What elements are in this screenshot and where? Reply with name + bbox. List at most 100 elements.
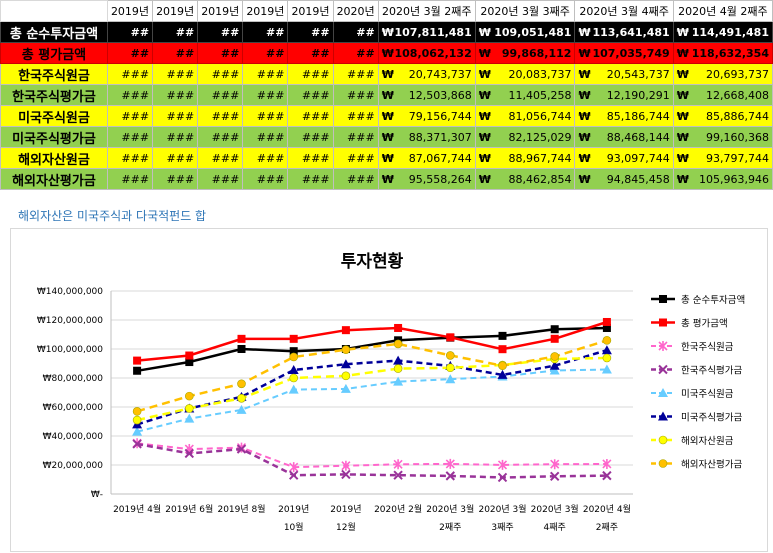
overflow-cell[interactable]: ### — [332, 63, 379, 85]
overflow-cell[interactable]: ### — [332, 84, 379, 106]
value-cell[interactable]: ₩118,632,354 — [672, 42, 773, 64]
overflow-cell[interactable]: ### — [197, 84, 244, 106]
value-cell[interactable]: ₩81,056,744 — [474, 105, 576, 127]
value-cell[interactable]: ₩108,062,132 — [377, 42, 476, 64]
overflow-cell[interactable]: ### — [287, 147, 334, 169]
header-cell[interactable]: 2020년 3월 4째주 — [574, 0, 674, 22]
row-label[interactable]: 미국주식평가금 — [0, 126, 108, 148]
header-cell[interactable]: 2019년 — [197, 0, 244, 22]
overflow-cell[interactable]: ### — [106, 63, 154, 85]
value-cell[interactable]: ₩85,186,744 — [574, 105, 674, 127]
header-cell[interactable]: 2019년 — [287, 0, 334, 22]
overflow-cell[interactable]: ### — [287, 84, 334, 106]
overflow-cell[interactable]: ### — [197, 63, 244, 85]
value-cell[interactable]: ₩12,190,291 — [574, 84, 674, 106]
overflow-cell[interactable]: ## — [332, 21, 379, 43]
header-cell[interactable]: 2019년 — [106, 0, 154, 22]
overflow-cell[interactable]: ### — [152, 105, 199, 127]
value-cell[interactable]: ₩85,886,744 — [672, 105, 773, 127]
row-label[interactable]: 총 평가금액 — [0, 42, 108, 64]
overflow-cell[interactable]: ## — [152, 42, 199, 64]
value-cell[interactable]: ₩12,668,408 — [672, 84, 773, 106]
overflow-cell[interactable]: ## — [242, 21, 289, 43]
overflow-cell[interactable]: ### — [242, 84, 289, 106]
overflow-cell[interactable]: ### — [106, 168, 154, 190]
value-cell[interactable]: ₩82,125,029 — [474, 126, 576, 148]
value-cell[interactable]: ₩93,797,744 — [672, 147, 773, 169]
overflow-cell[interactable]: ### — [242, 105, 289, 127]
overflow-cell[interactable]: ### — [242, 126, 289, 148]
value-cell[interactable]: ₩20,083,737 — [474, 63, 576, 85]
value-cell[interactable]: ₩88,462,854 — [474, 168, 576, 190]
header-cell[interactable]: 2019년 — [152, 0, 199, 22]
value-cell[interactable]: ₩88,371,307 — [377, 126, 476, 148]
overflow-cell[interactable]: ## — [106, 42, 154, 64]
overflow-cell[interactable]: ## — [287, 21, 334, 43]
overflow-cell[interactable]: ### — [152, 126, 199, 148]
row-label[interactable]: 한국주식평가금 — [0, 84, 108, 106]
overflow-cell[interactable]: ### — [152, 63, 199, 85]
value-cell[interactable]: ₩87,067,744 — [377, 147, 476, 169]
overflow-cell[interactable]: ### — [287, 63, 334, 85]
row-label[interactable]: 미국주식원금 — [0, 105, 108, 127]
value-cell[interactable]: ₩105,963,946 — [672, 168, 773, 190]
overflow-cell[interactable]: ### — [152, 168, 199, 190]
overflow-cell[interactable]: ### — [197, 147, 244, 169]
overflow-cell[interactable]: ### — [152, 147, 199, 169]
value-cell[interactable]: ₩95,558,264 — [377, 168, 476, 190]
value-cell[interactable]: ₩20,693,737 — [672, 63, 773, 85]
overflow-cell[interactable]: ### — [332, 126, 379, 148]
overflow-cell[interactable]: ### — [242, 63, 289, 85]
value-cell[interactable]: ₩94,845,458 — [574, 168, 674, 190]
overflow-cell[interactable]: ### — [197, 168, 244, 190]
overflow-cell[interactable]: ## — [197, 21, 244, 43]
row-label[interactable]: 해외자산평가금 — [0, 168, 108, 190]
row-label[interactable]: 해외자산원금 — [0, 147, 108, 169]
overflow-cell[interactable]: ### — [332, 147, 379, 169]
header-cell[interactable]: 2020년 4월 2째주 — [672, 0, 773, 22]
overflow-cell[interactable]: ### — [242, 147, 289, 169]
overflow-cell[interactable]: ### — [287, 126, 334, 148]
overflow-cell[interactable]: ### — [242, 168, 289, 190]
overflow-cell[interactable]: ### — [106, 126, 154, 148]
value-cell[interactable]: ₩12,503,868 — [377, 84, 476, 106]
header-cell[interactable]: 2020년 3월 3째주 — [474, 0, 576, 22]
header-cell[interactable]: 2020년 — [332, 0, 379, 22]
value-cell[interactable]: ₩88,468,144 — [574, 126, 674, 148]
overflow-cell[interactable]: ### — [106, 147, 154, 169]
value-cell[interactable]: ₩107,811,481 — [377, 21, 476, 43]
overflow-cell[interactable]: ### — [197, 126, 244, 148]
overflow-cell[interactable]: ### — [197, 105, 244, 127]
overflow-cell[interactable]: ### — [332, 105, 379, 127]
value-cell[interactable]: ₩99,868,112 — [474, 42, 576, 64]
overflow-cell[interactable]: ### — [332, 168, 379, 190]
header-cell[interactable]: 2020년 3월 2째주 — [377, 0, 476, 22]
overflow-cell[interactable]: ## — [242, 42, 289, 64]
row-label[interactable]: 총 순수투자금액 — [0, 21, 108, 43]
chart-container[interactable]: 투자현황 ₩- ₩20,000,000 ₩40,000,000 ₩60,000,000 ₩… — [10, 228, 768, 552]
value-cell[interactable]: ₩99,160,368 — [672, 126, 773, 148]
value-cell[interactable]: ₩114,491,481 — [672, 21, 773, 43]
overflow-cell[interactable]: ## — [106, 21, 154, 43]
overflow-cell[interactable]: ### — [287, 105, 334, 127]
value-cell[interactable]: ₩109,051,481 — [474, 21, 576, 43]
overflow-cell[interactable]: ### — [106, 105, 154, 127]
value-cell[interactable]: ₩79,156,744 — [377, 105, 476, 127]
value-cell[interactable]: ₩20,743,737 — [377, 63, 476, 85]
overflow-cell[interactable]: ## — [197, 42, 244, 64]
value-cell[interactable]: ₩20,543,737 — [574, 63, 674, 85]
value-cell[interactable]: ₩11,405,258 — [474, 84, 576, 106]
overflow-cell[interactable]: ## — [152, 21, 199, 43]
value-cell[interactable]: ₩107,035,749 — [574, 42, 674, 64]
value-cell[interactable]: ₩88,967,744 — [474, 147, 576, 169]
overflow-cell[interactable]: ### — [287, 168, 334, 190]
value-cell[interactable]: ₩113,641,481 — [574, 21, 674, 43]
header-blank-cell[interactable] — [0, 0, 108, 22]
overflow-cell[interactable]: ### — [152, 84, 199, 106]
value-cell[interactable]: ₩93,097,744 — [574, 147, 674, 169]
overflow-cell[interactable]: ## — [287, 42, 334, 64]
row-label[interactable]: 한국주식원금 — [0, 63, 108, 85]
overflow-cell[interactable]: ### — [106, 84, 154, 106]
header-cell[interactable]: 2019년 — [242, 0, 289, 22]
overflow-cell[interactable]: ## — [332, 42, 379, 64]
